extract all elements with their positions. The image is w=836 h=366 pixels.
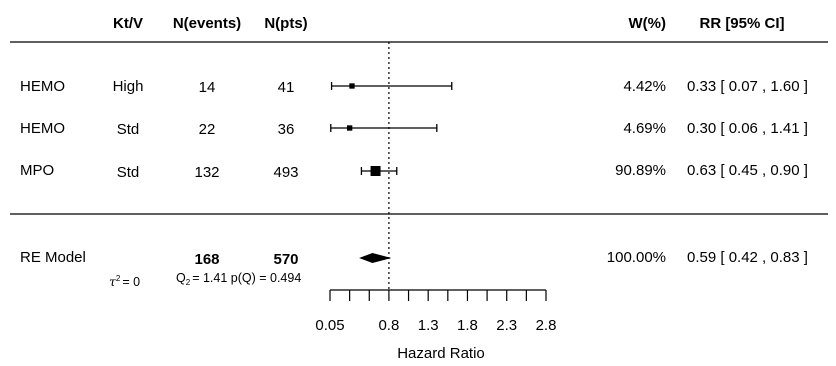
- study-effect: [360, 166, 398, 176]
- summary-events: 168: [194, 251, 219, 268]
- summary-row: RE Model 168 570 100.00% 0.59 [ 0.42 , 0…: [20, 249, 808, 268]
- tick-label: 0.05: [315, 317, 344, 334]
- summary-diamond: [359, 253, 392, 263]
- q-stat: Q2 = 1.41 p(Q) = 0.494: [176, 271, 301, 287]
- header-pts: N(pts): [264, 15, 307, 32]
- header-events: N(events): [173, 15, 241, 32]
- row-rr: 0.63 [ 0.45 , 0.90 ]: [687, 162, 808, 179]
- header-ktv: Kt/V: [113, 15, 143, 32]
- x-axis-label: Hazard Ratio: [397, 345, 485, 362]
- row-rr: 0.33 [ 0.07 , 1.60 ]: [687, 78, 808, 95]
- study-row: MPO Std 132 493 90.89% 0.63 [ 0.45 , 0.9…: [20, 162, 808, 181]
- study-row: HEMO High 14 41 4.42% 0.33 [ 0.07 , 1.60…: [20, 78, 808, 96]
- row-ktv: Std: [117, 121, 140, 138]
- summary-label: RE Model: [20, 249, 86, 266]
- study-effect: [330, 124, 438, 132]
- header-rr: RR [95% CI]: [699, 15, 784, 32]
- point-estimate: [370, 166, 381, 176]
- row-study: MPO: [20, 162, 54, 179]
- row-events: 132: [194, 164, 219, 181]
- row-ktv: Std: [117, 164, 140, 181]
- tau-squared-stat: τ2 = 0: [109, 274, 140, 289]
- row-weight: 4.42%: [623, 78, 666, 95]
- svg-text:τ2= 0: τ2 = 0: [109, 274, 140, 289]
- study-effect: [330, 82, 453, 90]
- row-rr: 0.30 [ 0.06 , 1.41 ]: [687, 120, 808, 137]
- tick-label: 1.3: [418, 317, 439, 334]
- summary-pts: 570: [273, 251, 298, 268]
- plot-marks: [330, 82, 453, 263]
- row-ktv: High: [113, 78, 144, 95]
- svg-text:Q2= 1.41 p(Q) = 0.494: Q2 = 1.41 p(Q) = 0.494: [176, 271, 301, 287]
- tick-label: 0.8: [378, 317, 399, 334]
- header-weight: W(%): [629, 15, 667, 32]
- row-events: 22: [199, 121, 216, 138]
- study-row: HEMO Std 22 36 4.69% 0.30 [ 0.06 , 1.41 …: [20, 120, 808, 138]
- row-weight: 4.69%: [623, 120, 666, 137]
- point-estimate: [346, 125, 353, 131]
- summary-rr: 0.59 [ 0.42 , 0.83 ]: [687, 249, 808, 266]
- tick-label: 2.3: [496, 317, 517, 334]
- row-pts: 493: [273, 164, 298, 181]
- point-estimate: [349, 83, 355, 89]
- row-pts: 41: [278, 79, 295, 96]
- x-axis: Hazard Ratio 0.05 0.8 1.3 1.8 2.3 2.8: [315, 289, 557, 362]
- summary-weight: 100.00%: [607, 249, 666, 266]
- tick-label: 2.8: [536, 317, 557, 334]
- row-study: HEMO: [20, 120, 65, 137]
- q-value: = 1.41 p(Q) = 0.494: [192, 271, 301, 285]
- row-events: 14: [199, 79, 216, 96]
- tau-value: = 0: [122, 275, 140, 289]
- tick-label: 1.8: [457, 317, 478, 334]
- row-study: HEMO: [20, 78, 65, 95]
- row-weight: 90.89%: [615, 162, 666, 179]
- row-pts: 36: [278, 121, 295, 138]
